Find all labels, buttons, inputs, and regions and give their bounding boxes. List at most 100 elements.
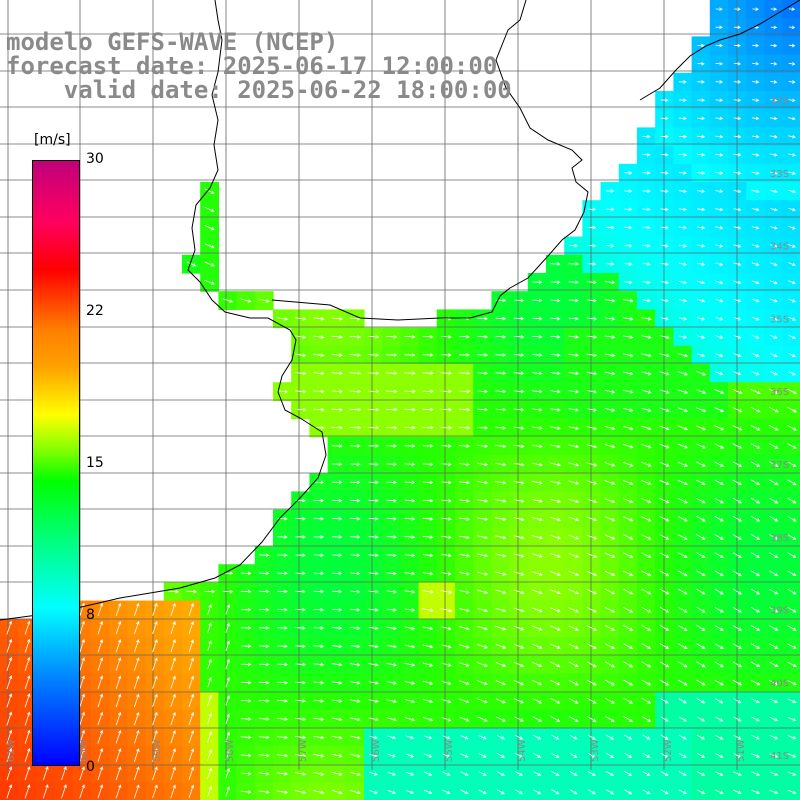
wind-arrow — [188, 766, 195, 780]
wind-arrow — [678, 552, 688, 558]
wind-arrow — [677, 443, 688, 449]
wind-arrow — [787, 406, 797, 413]
wind-arrow — [751, 116, 760, 121]
wind-arrow — [6, 729, 13, 744]
wind-arrow — [751, 207, 760, 212]
wind-arrow — [641, 407, 652, 412]
wind-arrow — [641, 588, 652, 595]
wind-arrow — [604, 534, 616, 540]
wind-arrow — [440, 407, 453, 412]
wind-arrow — [641, 679, 652, 686]
wind-arrow — [295, 317, 307, 321]
wind-arrow — [714, 461, 725, 467]
wind-arrow — [715, 280, 724, 285]
wind-arrow — [641, 461, 652, 467]
wind-arrow — [225, 604, 230, 615]
wind-arrow — [696, 353, 706, 358]
wind-arrow — [678, 716, 687, 722]
wind-arrow — [225, 640, 230, 652]
wind-arrow — [715, 698, 724, 704]
wind-arrow — [696, 443, 706, 449]
wind-arrow — [204, 188, 215, 194]
wind-arrow — [295, 626, 306, 630]
wind-arrow — [586, 462, 598, 467]
wind-arrow — [769, 461, 779, 467]
wind-arrow — [623, 262, 633, 266]
wind-arrow — [641, 317, 652, 321]
wind-arrow — [678, 588, 688, 595]
wind-arrow — [624, 225, 633, 230]
wind-arrow — [550, 298, 561, 303]
wind-cell — [345, 782, 365, 800]
wind-arrow — [769, 570, 779, 577]
wind-arrow — [385, 389, 398, 394]
wind-arrow — [770, 25, 778, 30]
wind-arrow — [404, 571, 416, 576]
wind-arrow — [769, 661, 779, 667]
wind-arrow — [788, 116, 796, 121]
wind-cell — [709, 782, 729, 800]
wind-arrow — [387, 771, 396, 776]
wind-arrow — [115, 766, 122, 781]
wind-arrow — [477, 644, 488, 649]
wind-arrow — [697, 80, 705, 84]
wind-arrow — [568, 589, 579, 595]
wind-arrow — [551, 771, 560, 777]
wind-arrow — [495, 553, 507, 558]
wind-arrow — [459, 716, 470, 722]
wind-arrow — [79, 675, 85, 690]
longitude-label: 61W — [6, 739, 17, 762]
wind-arrow — [642, 225, 651, 230]
wind-arrow — [622, 480, 634, 485]
wind-arrow — [587, 771, 596, 777]
wind-arrow — [788, 280, 796, 285]
wind-arrow — [769, 716, 779, 722]
wind-arrow — [750, 570, 761, 577]
wind-arrow — [549, 553, 561, 558]
wind-arrow — [513, 517, 525, 522]
wind-arrow — [551, 789, 560, 795]
longitude-label: 55W — [444, 739, 455, 762]
wind-arrow — [42, 784, 49, 799]
wind-arrow — [368, 571, 379, 576]
wind-arrow — [750, 643, 761, 649]
wind-arrow — [751, 334, 760, 339]
wind-cell — [509, 782, 529, 800]
wind-arrow — [677, 516, 688, 522]
wind-arrow — [605, 189, 615, 193]
wind-arrow — [368, 681, 379, 685]
wind-arrow — [533, 752, 542, 758]
wind-arrow — [385, 425, 398, 430]
wind-arrow — [477, 535, 489, 540]
wind-arrow — [225, 731, 230, 743]
lat-lon-grid — [0, 0, 800, 770]
wind-arrow — [751, 734, 760, 740]
wind-arrow — [440, 608, 453, 613]
wind-arrow — [513, 407, 525, 412]
wind-arrow — [550, 335, 561, 339]
wind-arrow — [313, 317, 325, 321]
wind-cell — [782, 400, 800, 420]
wind-arrow — [769, 189, 779, 194]
wind-arrow — [24, 675, 31, 690]
wind-arrow — [531, 553, 543, 558]
wind-arrow — [531, 625, 543, 631]
wind-arrow — [678, 752, 687, 758]
wind-arrow — [714, 606, 724, 613]
wind-arrow — [313, 353, 325, 357]
wind-arrow — [513, 643, 525, 649]
wind-arrow — [677, 371, 688, 376]
wind-arrow — [495, 535, 507, 540]
wind-arrow — [422, 626, 434, 631]
wind-arrow — [752, 43, 760, 48]
wind-arrow — [331, 608, 343, 612]
wind-arrow — [276, 735, 289, 740]
wind-arrow — [349, 717, 361, 722]
wind-arrow — [769, 479, 779, 486]
wind-arrow — [170, 766, 176, 780]
wind-arrow — [605, 225, 615, 230]
wind-arrow — [751, 298, 760, 303]
wind-arrow — [186, 261, 197, 267]
wind-arrow — [259, 553, 270, 557]
wind-arrow — [368, 553, 379, 558]
